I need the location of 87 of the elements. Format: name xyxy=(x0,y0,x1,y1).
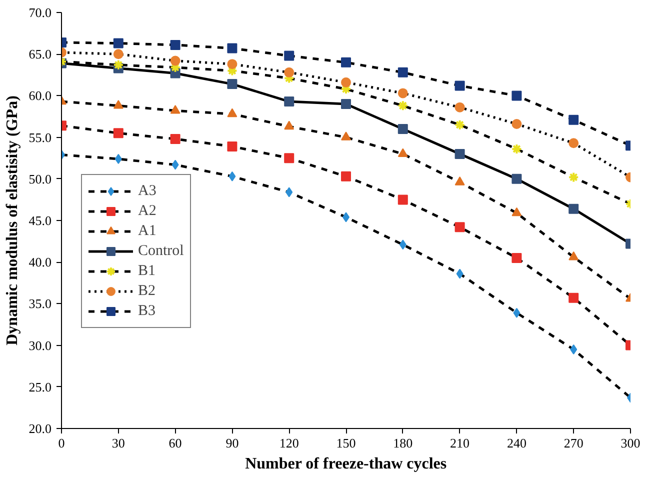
legend-label: Control xyxy=(138,242,184,260)
point xyxy=(454,148,465,159)
point xyxy=(512,118,522,129)
point xyxy=(454,102,465,112)
point xyxy=(112,59,124,70)
y-axis-title: Dynamic modulus of elastisity (GPa) xyxy=(4,96,21,346)
point xyxy=(228,171,236,182)
y-tick-label: 35.0 xyxy=(28,296,52,312)
legend-label: A2 xyxy=(138,202,158,220)
x-tick-label: 150 xyxy=(336,436,356,450)
point xyxy=(170,40,180,50)
point xyxy=(227,59,238,70)
point xyxy=(284,96,294,107)
point xyxy=(170,56,180,66)
point xyxy=(512,252,522,263)
y-tick-label: 50.0 xyxy=(28,171,52,186)
y-tick-label: 20.0 xyxy=(28,421,52,436)
y-tick-label: 70.0 xyxy=(28,5,52,20)
point xyxy=(568,172,580,183)
legend-label: A1 xyxy=(138,222,158,240)
y-tick-label: 55.0 xyxy=(28,130,52,145)
point xyxy=(397,100,408,112)
point xyxy=(570,344,578,354)
point xyxy=(341,171,351,182)
y-tick-label: 40.0 xyxy=(28,254,52,270)
point xyxy=(113,49,124,60)
point xyxy=(284,50,294,61)
point xyxy=(170,104,180,114)
x-tick-label: 30 xyxy=(112,436,125,450)
x-tick-label: 120 xyxy=(279,436,299,450)
x-tick-label: 300 xyxy=(620,436,640,450)
point xyxy=(170,134,180,144)
point xyxy=(398,67,408,78)
point xyxy=(568,138,579,148)
point xyxy=(341,57,351,68)
x-tick-label: 240 xyxy=(506,436,526,450)
point xyxy=(286,187,293,198)
y-tick-label: 45.0 xyxy=(28,213,52,228)
point xyxy=(512,90,522,101)
point xyxy=(454,119,466,130)
point xyxy=(456,268,464,279)
legend-label: A3 xyxy=(138,182,158,200)
point xyxy=(454,176,465,186)
point xyxy=(512,207,522,216)
point xyxy=(513,308,520,318)
point xyxy=(398,148,408,158)
point xyxy=(398,88,408,98)
point xyxy=(341,132,351,140)
point xyxy=(568,204,579,214)
x-tick-label: 0 xyxy=(58,436,65,450)
point xyxy=(113,128,124,138)
point xyxy=(341,77,351,88)
x-tick-label: 210 xyxy=(450,436,470,450)
point xyxy=(568,251,579,260)
point xyxy=(568,114,579,125)
point xyxy=(399,240,406,250)
point xyxy=(454,222,465,232)
x-tick-label: 180 xyxy=(393,436,413,450)
point xyxy=(172,160,179,170)
point xyxy=(398,124,408,134)
point xyxy=(341,99,351,110)
y-tick-label: 65.0 xyxy=(28,46,52,62)
point xyxy=(511,143,522,154)
point xyxy=(113,38,124,48)
legend-label: B3 xyxy=(138,302,157,320)
point xyxy=(114,154,122,164)
y-tick-label: 30.0 xyxy=(28,338,52,353)
point xyxy=(284,67,294,78)
point xyxy=(568,292,579,303)
x-tick-label: 270 xyxy=(564,436,584,450)
point xyxy=(512,174,522,184)
point xyxy=(284,153,294,164)
point xyxy=(284,120,294,130)
x-axis-title: Number of freeze-thaw cycles xyxy=(245,456,447,472)
y-tick-label: 60.0 xyxy=(28,88,52,104)
point xyxy=(227,43,238,54)
point xyxy=(227,108,238,118)
point xyxy=(398,194,408,205)
point xyxy=(113,100,124,109)
y-tick-label: 25.0 xyxy=(28,379,52,394)
point xyxy=(454,80,465,91)
legend-label: B2 xyxy=(138,282,157,300)
point xyxy=(227,79,238,90)
point xyxy=(227,141,238,152)
legend-label: B1 xyxy=(138,262,157,280)
x-tick-label: 90 xyxy=(226,436,239,450)
x-tick-label: 60 xyxy=(168,436,182,450)
